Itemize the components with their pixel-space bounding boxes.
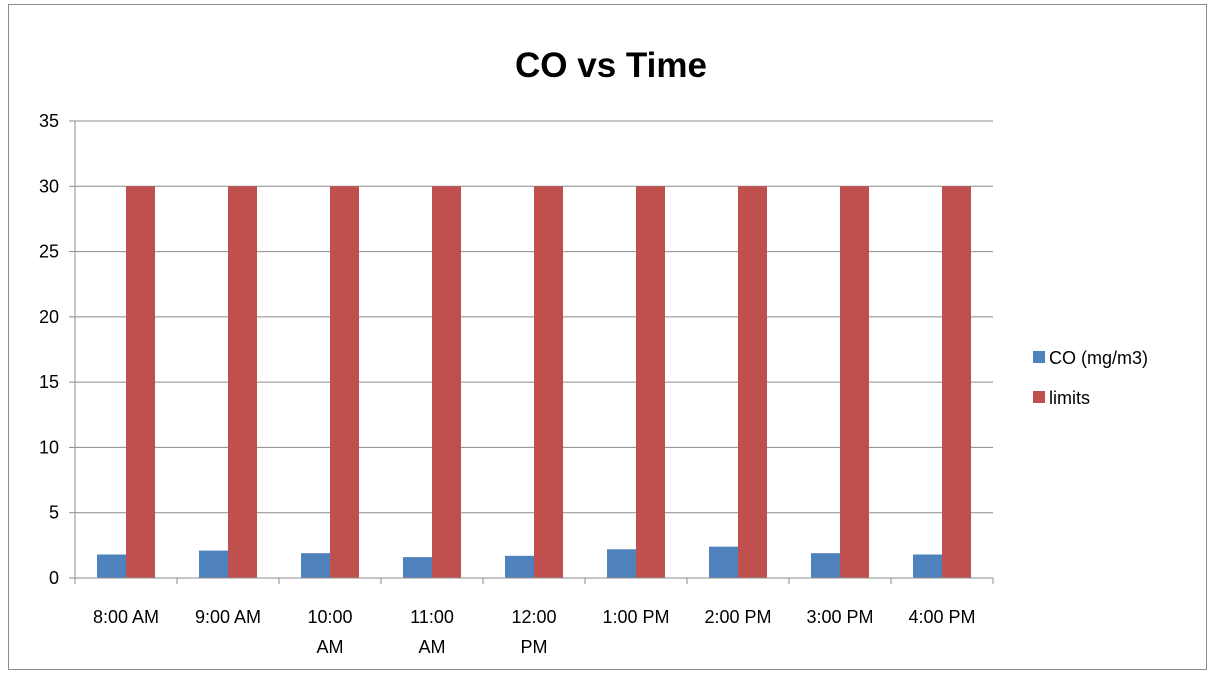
- x-tick-label: 4:00 PM: [908, 607, 975, 627]
- legend-swatch: [1033, 391, 1045, 403]
- x-tick-label: 8:00 AM: [93, 607, 159, 627]
- bar: [738, 186, 767, 579]
- bars: [97, 186, 971, 579]
- legend-label: CO (mg/m3): [1049, 348, 1148, 368]
- chart-frame: CO vs Time 0 5 10 15 20 25 30 35 8:00 AM 9:00 AM 1…: [8, 4, 1207, 670]
- bar: [534, 186, 563, 579]
- bar: [301, 553, 330, 578]
- bar: [607, 549, 636, 578]
- bar: [432, 186, 461, 579]
- x-tick-label: 1:00 PM: [602, 607, 669, 627]
- axes: 0 5 10 15 20 25 30 35 8:00 AM 9:00 AM 10:00 AM 11:00…: [39, 111, 994, 657]
- bar: [330, 186, 359, 579]
- bar: [199, 550, 228, 578]
- legend-swatch: [1033, 351, 1045, 363]
- bar: [228, 186, 257, 579]
- legend: CO (mg/m3) limits: [1033, 348, 1148, 408]
- bar: [942, 186, 971, 579]
- y-tick-label: 5: [49, 503, 59, 523]
- y-tick-label: 10: [39, 437, 59, 457]
- y-tick-label: 35: [39, 111, 59, 131]
- y-tick-label: 20: [39, 307, 59, 327]
- bar: [505, 555, 534, 578]
- bar: [811, 553, 840, 578]
- bar: [403, 557, 432, 578]
- bar: [913, 554, 942, 578]
- x-tick-label: 12:00 PM: [511, 607, 556, 657]
- bar: [126, 186, 155, 579]
- chart-title: CO vs Time: [515, 46, 707, 85]
- x-tick-label: 9:00 AM: [195, 607, 261, 627]
- bar: [636, 186, 665, 579]
- legend-label: limits: [1049, 388, 1090, 408]
- y-tick-label: 15: [39, 372, 59, 392]
- x-tick-label: 11:00 AM: [410, 607, 454, 657]
- y-tick-label: 25: [39, 242, 59, 262]
- x-tick-label: 3:00 PM: [806, 607, 873, 627]
- x-tick-label: 2:00 PM: [704, 607, 771, 627]
- bar: [840, 186, 869, 579]
- chart-svg: CO vs Time 0 5 10 15 20 25 30 35 8:00 AM 9:00 AM 1…: [39, 46, 1148, 657]
- bar: [709, 546, 738, 578]
- y-tick-label: 0: [49, 568, 59, 588]
- bar: [97, 554, 126, 578]
- x-tick-label: 10:00 AM: [307, 607, 352, 657]
- y-tick-label: 30: [39, 176, 59, 196]
